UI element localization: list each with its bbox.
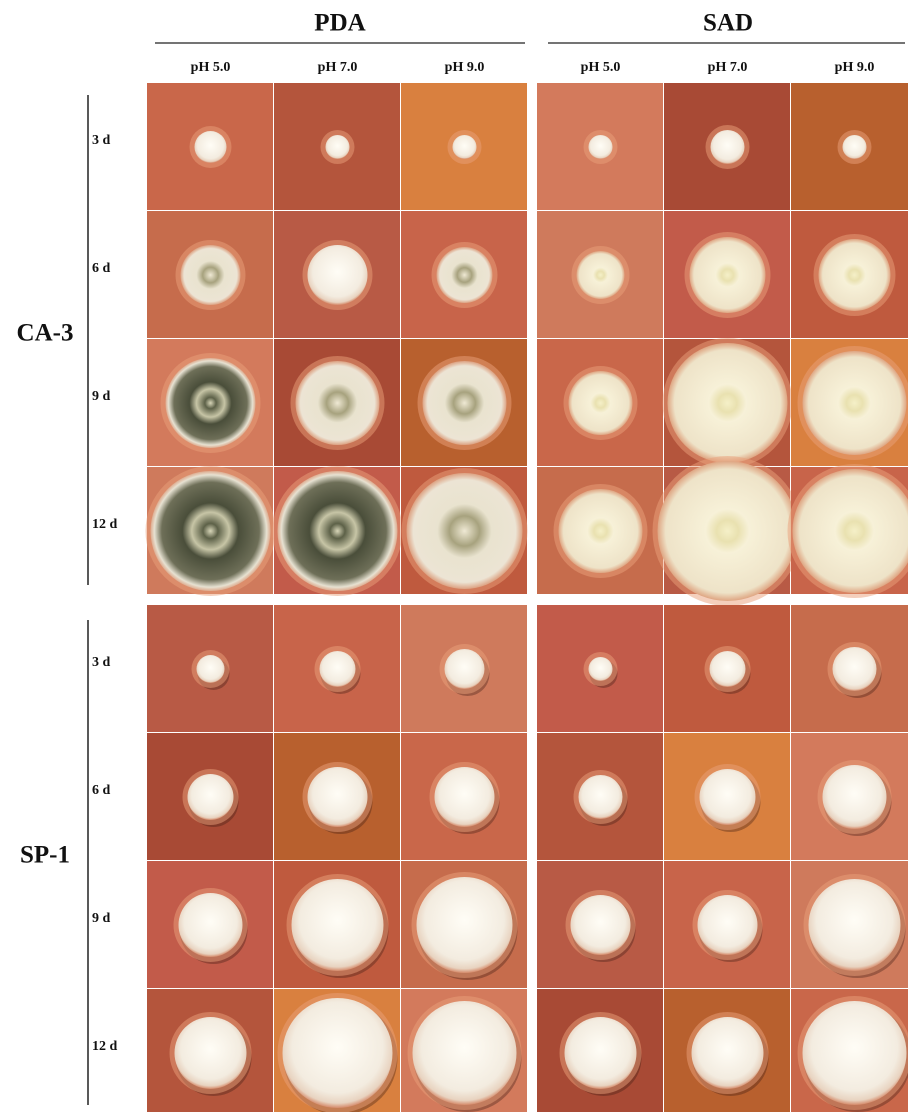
ph-label: pH 9.0: [835, 60, 875, 75]
ph-label: pH 7.0: [318, 60, 358, 75]
colony: [423, 361, 507, 445]
day-label: 12 d: [92, 1039, 118, 1054]
colony: [668, 343, 788, 463]
colony: [435, 767, 495, 827]
colony: [833, 647, 877, 691]
colony: [308, 245, 368, 305]
colony: [579, 775, 623, 819]
colony: [320, 651, 356, 687]
colony: [188, 774, 234, 820]
colony: [803, 1001, 907, 1105]
colony: [445, 649, 485, 689]
colony: [698, 895, 758, 955]
figure: PDA SAD pH 5.0 pH 7.0 pH 9.0 pH 5.0 pH 7.0 pH…: [0, 0, 908, 1112]
day-label: 6 d: [92, 261, 111, 276]
colony: [589, 657, 613, 681]
colony: [417, 877, 513, 973]
colony: [278, 471, 398, 591]
day-label: 3 d: [92, 655, 111, 670]
colony: [823, 765, 887, 829]
day-label: 6 d: [92, 783, 111, 798]
colony: [589, 135, 613, 159]
colony: [710, 651, 746, 687]
colony: [658, 461, 798, 601]
media-header: PDA: [314, 10, 365, 37]
colony: [175, 1017, 247, 1089]
colony: [296, 361, 380, 445]
colony: [197, 655, 225, 683]
ph-label: pH 7.0: [708, 60, 748, 75]
day-label: 9 d: [92, 911, 111, 926]
ph-label: pH 9.0: [445, 60, 485, 75]
colony: [453, 135, 477, 159]
colony: [179, 893, 243, 957]
media-header: SAD: [703, 10, 753, 37]
colony: [571, 895, 631, 955]
colony: [181, 245, 241, 305]
colony: [692, 1017, 764, 1089]
ph-label: pH 5.0: [191, 60, 231, 75]
day-label: 9 d: [92, 389, 111, 404]
colony: [711, 130, 745, 164]
day-label: 12 d: [92, 517, 118, 532]
colony: [292, 879, 384, 971]
colony: [283, 998, 393, 1108]
colony: [413, 1001, 517, 1105]
strain-label: CA-3: [17, 320, 74, 347]
colony: [819, 239, 891, 311]
day-label: 3 d: [92, 133, 111, 148]
strain-label: SP-1: [20, 842, 70, 869]
colony: [569, 371, 633, 435]
colony: [195, 131, 227, 163]
colony: [151, 471, 271, 591]
colony: [700, 769, 756, 825]
colony: [577, 251, 625, 299]
colony: [565, 1017, 637, 1089]
colony: [308, 767, 368, 827]
colony: [690, 237, 766, 313]
plates: [146, 83, 908, 1112]
colony: [803, 351, 907, 455]
colony: [559, 489, 643, 573]
colony: [809, 879, 901, 971]
colony: [407, 473, 523, 589]
colony: [326, 135, 350, 159]
ph-label: pH 5.0: [581, 60, 621, 75]
colony: [166, 358, 256, 448]
colony: [843, 135, 867, 159]
colony: [437, 247, 493, 303]
